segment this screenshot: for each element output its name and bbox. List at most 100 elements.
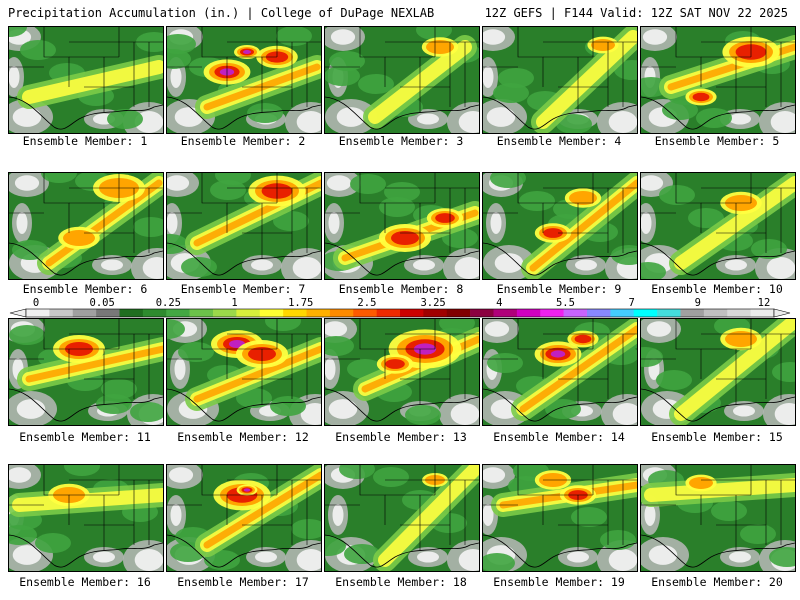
precip-light [696,108,732,128]
precip-max-core [243,488,251,492]
precip-light [167,319,185,339]
precip-light [178,342,214,362]
ensemble-member-label: Ensemble Member: 16 [19,575,151,589]
dry-area-core [328,212,340,234]
coastline [641,242,795,276]
precip-band [536,30,637,129]
dry-area-core [167,175,190,191]
coastline [9,388,163,422]
dry-area-core [490,212,502,234]
state-border [359,173,386,233]
coastline [167,534,321,568]
dry-area-core [134,549,163,571]
dry-area-core [608,111,637,133]
colorbar-swatch [26,309,50,317]
state-border [359,27,386,87]
precip-map [9,27,163,133]
precip-map [483,465,637,571]
precip-map [641,27,795,133]
colorbar-swatch [72,309,97,317]
precip-light [740,524,776,544]
dry-area-core [567,551,589,563]
precip-light [329,51,365,71]
precip-light [339,465,375,479]
precip-max-outer [63,230,95,246]
precip-light [483,553,515,571]
coastline [483,96,637,130]
dry-area-core [733,405,755,417]
precip-max-outer [569,191,597,205]
colorbar-swatch [750,309,775,317]
state-border [517,27,544,87]
colorbar-swatch [49,309,74,317]
dry-area-core [642,29,668,45]
state-border [675,27,702,87]
dry-area-core [251,259,273,271]
precip-light [405,405,441,425]
dry-area-core [417,113,439,125]
dry-area-core [729,113,751,125]
dry-area-core [174,358,186,380]
ensemble-map-panel [640,318,796,426]
coastline [483,242,637,276]
ensemble-member-label: Ensemble Member: 2 [180,134,306,148]
ensemble-map-panel [482,172,638,280]
dry-area-core [458,111,479,133]
precip-band [529,179,637,272]
dry-area-core [641,175,664,191]
precip-light [9,27,27,37]
precip-map [483,319,637,425]
precip-map [483,173,637,279]
dry-area-core [483,504,494,526]
precip-map [167,27,321,133]
dry-area-core [458,549,479,571]
dry-area-core [170,66,182,88]
colorbar-swatch [189,309,214,317]
state-border [201,27,228,87]
coastline [167,242,321,276]
dry-area-core [612,403,637,425]
coastline [641,96,795,130]
colorbar-swatch [680,309,705,317]
dry-area-core [766,257,795,279]
coastline [167,388,321,422]
precip-light [270,396,306,416]
precip-light [273,211,309,231]
colorbar-swatch [633,309,658,317]
ensemble-map-panel [640,26,796,134]
precip-light [688,208,724,228]
ensemble-map-panel [8,172,164,280]
ensemble-member-label: Ensemble Member: 19 [493,575,625,589]
precip-light [167,49,191,69]
ensemble-member-label: Ensemble Member: 15 [651,430,783,444]
dry-area-core [12,545,42,565]
colorbar-swatch [283,309,307,317]
ensemble-member-label: Ensemble Member: 20 [651,575,783,589]
ensemble-map-panel [8,318,164,426]
ensemble-map-panel [324,318,480,426]
precip-light [133,217,163,237]
state-border [517,319,544,379]
colorbar-tick-label: 5.5 [556,297,575,309]
colorbar-swatch [493,309,518,317]
ensemble-member-label: Ensemble Member: 6 [22,282,148,296]
ensemble-map-panel [166,318,322,426]
colorbar-tick-label: 0.25 [156,297,181,309]
ensemble-map-panel [8,464,164,572]
precip-light [9,325,45,345]
precip-light [350,174,386,194]
coastline [9,96,163,130]
precip-light [416,27,452,40]
precip-max-inner [435,213,455,223]
precip-light [384,182,420,202]
precip-light [641,347,663,367]
precip-light [107,109,143,129]
precip-max-outer [725,331,757,347]
coastline [325,96,479,130]
precip-light [41,173,77,183]
dry-area-core [168,467,194,483]
colorbar-tick-label: 1 [231,297,237,309]
precip-map [325,173,479,279]
colorbar-swatch [563,309,588,317]
precip-map [325,27,479,133]
